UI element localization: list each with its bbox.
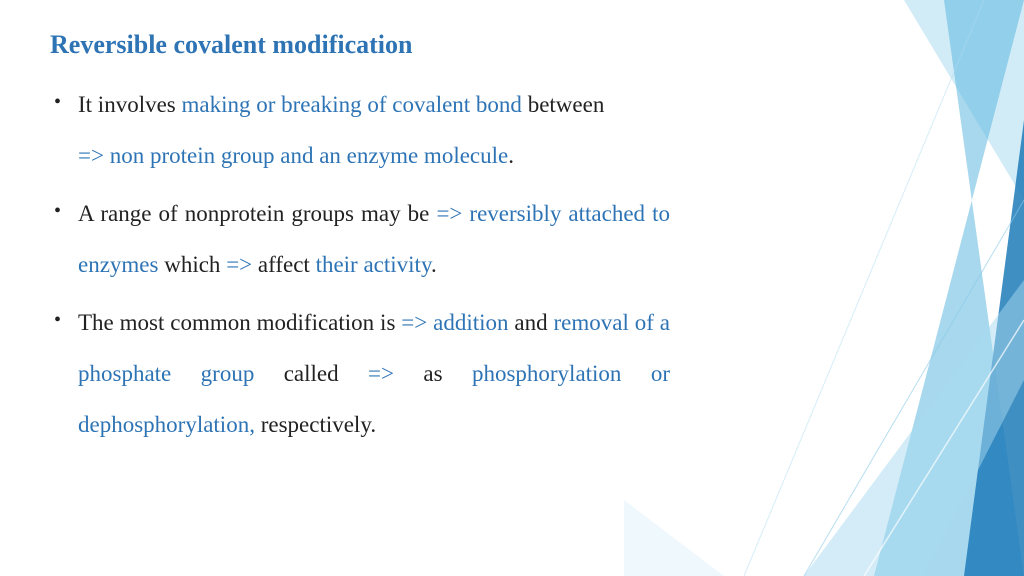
bullet-2: A range of nonprotein groups may be => r… [50,189,670,290]
text: which [164,252,226,277]
slide-content: Reversible covalent modification . It in… [0,0,720,488]
text: affect [258,252,316,277]
bullet-3: The most common modification is => addit… [50,298,670,450]
slide-title: Reversible covalent modification [50,30,670,60]
text: . [508,143,514,168]
highlight: => [226,252,258,277]
text: called [284,361,368,386]
text: respectively. [261,412,376,437]
text: The most common modification is [78,310,401,335]
highlight: their activity [316,252,431,277]
highlight: => non protein group and an enzyme molec… [78,143,508,168]
bullet-1: It involves making or breaking of covale… [50,80,670,181]
text: as [423,361,472,386]
text: . [431,252,437,277]
highlight: making or breaking of covalent bond [182,92,528,117]
text: It involves [78,92,182,117]
highlight: => [368,361,423,386]
text: between [528,92,605,117]
highlight: => addition [401,310,514,335]
text: and [514,310,553,335]
bullet-list: It involves making or breaking of covale… [50,80,670,450]
text: A range of nonprotein groups may be [78,201,436,226]
